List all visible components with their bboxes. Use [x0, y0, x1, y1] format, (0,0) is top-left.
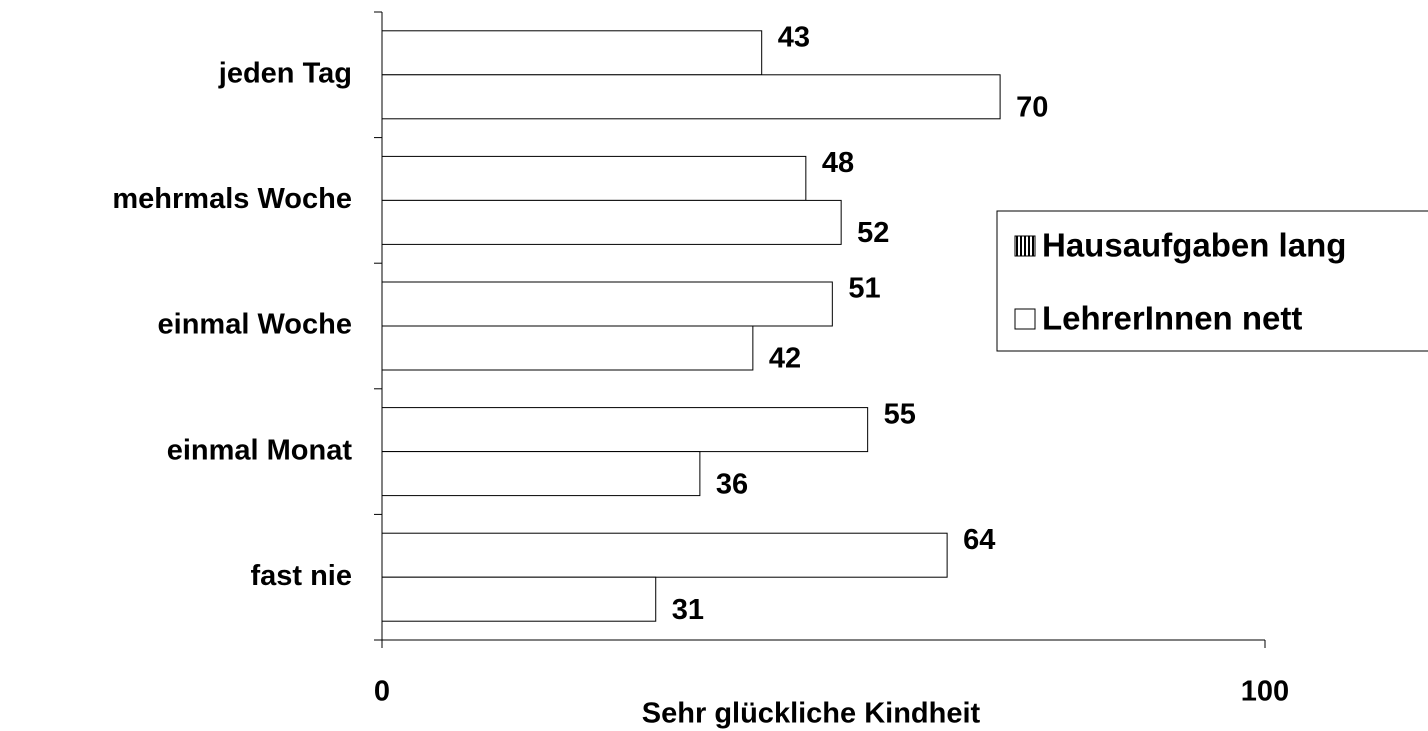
legend-box: [996, 210, 1428, 352]
bar: [381, 74, 1001, 120]
category-label: einmal Monat: [167, 434, 353, 466]
value-label: 31: [672, 594, 704, 626]
bar: [381, 155, 807, 201]
category-label: mehrmals Woche: [112, 183, 352, 215]
legend-label: LehrerInnen nett: [1042, 300, 1302, 337]
x-tick-label: 0: [374, 676, 390, 708]
bar: [381, 325, 754, 371]
value-label: 43: [778, 21, 810, 53]
x-tick-label: 100: [1241, 676, 1289, 708]
bar: [381, 281, 833, 327]
value-label: 52: [857, 217, 889, 249]
bar: [381, 199, 842, 245]
legend-label: Hausaufgaben lang: [1042, 227, 1346, 264]
value-label: 42: [769, 343, 801, 375]
bar: [381, 451, 701, 497]
legend-swatch-pattern: [1014, 235, 1036, 257]
category-label: jeden Tag: [218, 57, 352, 89]
bar: [381, 532, 948, 578]
value-label: 55: [884, 398, 916, 430]
value-label: 70: [1016, 91, 1048, 123]
x-axis-label: Sehr glückliche Kindheit: [642, 698, 981, 730]
legend-swatch: [1014, 308, 1036, 330]
value-label: 48: [822, 147, 854, 179]
bar: [381, 576, 657, 622]
value-label: 64: [963, 524, 995, 556]
value-label: 51: [848, 273, 880, 305]
category-label: fast nie: [250, 560, 352, 592]
category-label: einmal Woche: [158, 309, 352, 341]
bar: [381, 407, 869, 453]
value-label: 36: [716, 468, 748, 500]
bar: [381, 30, 763, 76]
